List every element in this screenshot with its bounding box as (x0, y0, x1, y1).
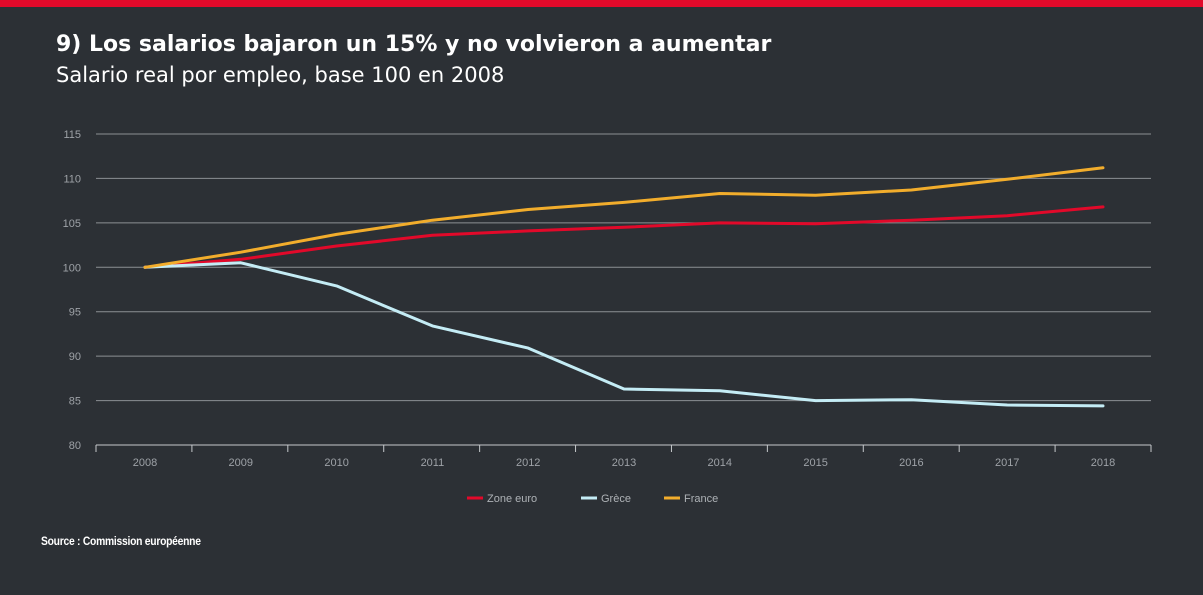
legend-item: Zone euro (467, 493, 537, 505)
chart-subtitle: Salario real por empleo, base 100 en 200… (56, 63, 505, 87)
legend-label: Zone euro (487, 493, 537, 505)
y-tick-label: 100 (63, 262, 81, 274)
x-tick-label: 2013 (612, 457, 636, 469)
y-tick-label: 95 (69, 307, 81, 319)
series-lines (143, 166, 1105, 408)
legend: Zone euro Grèce France (467, 493, 718, 505)
y-tick-label: 90 (69, 351, 81, 363)
x-tick-label: 2011 (421, 457, 445, 469)
y-tick-label: 105 (63, 218, 81, 230)
x-tick-label: 2015 (803, 457, 827, 469)
legend-label: France (684, 493, 718, 505)
chart-title: 9) Los salarios bajaron un 15% y no volv… (56, 32, 772, 57)
x-tick-label: 2012 (516, 457, 540, 469)
legend-item: France (664, 493, 718, 505)
x-tick-label: 2014 (708, 457, 732, 469)
y-tick-label: 85 (69, 396, 81, 408)
x-tick-label: 2010 (324, 457, 348, 469)
gridlines (96, 133, 1151, 402)
x-tick-label: 2008 (133, 457, 157, 469)
series-line-france (143, 166, 1105, 269)
x-tick-label: 2016 (899, 457, 923, 469)
top-accent-bar (0, 0, 1203, 7)
y-tick-label: 115 (63, 129, 81, 141)
source-note: Source : Commission européenne (41, 534, 201, 548)
x-tick-label: 2018 (1091, 457, 1115, 469)
legend-label: Grèce (601, 493, 631, 505)
series-line-zone-euro (143, 205, 1105, 269)
x-tick-label: 2017 (995, 457, 1019, 469)
y-tick-label: 80 (69, 440, 81, 452)
y-tick-label: 110 (63, 173, 81, 185)
x-axis: 2008 2009 2010 2011 2012 2013 2014 2015 2016 2017… (95, 444, 1152, 469)
series-line-grèce (143, 261, 1105, 408)
y-axis: 80 85 90 95 100 105 110 115 (63, 129, 81, 452)
legend-item: Grèce (581, 493, 631, 505)
x-tick-label: 2009 (229, 457, 253, 469)
